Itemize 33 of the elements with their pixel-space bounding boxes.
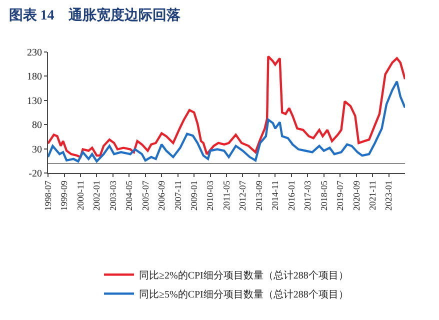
y-tick-label: 230 (27, 48, 42, 58)
x-tick-label: 2006-09 (156, 180, 167, 211)
x-tick-label: 2014-11 (270, 180, 280, 210)
chart-title: 图表 14 通胀宽度边际回落 (8, 6, 182, 24)
line-series (48, 80, 405, 162)
x-tick-label: 2016-01 (286, 180, 296, 211)
x-tick-label: 2010-03 (205, 180, 216, 211)
x-tick-label: 2007-11 (172, 180, 183, 210)
x-tick-label: 2005-07 (140, 180, 150, 211)
y-tick-label: 80 (32, 120, 42, 132)
x-tick-label: 2023-01 (384, 180, 394, 211)
x-tick-label: 1999-09 (59, 180, 70, 211)
line-series (48, 55, 405, 158)
x-tick-label: 2017-03 (302, 180, 313, 211)
x-tick-label: 2013-09 (254, 180, 264, 211)
x-tick-label: 2009-01 (189, 180, 200, 211)
x-tick-label: 2021-11 (368, 180, 378, 210)
y-tick-label: 30 (32, 144, 42, 156)
y-tick-label: -20 (28, 168, 42, 180)
x-tick-label: 2020-09 (351, 180, 362, 211)
legend-label: 同比≥5%的CPI细分项目数量（总计288个项目） (139, 288, 348, 301)
x-tick-label: 1998-07 (42, 180, 53, 211)
x-tick-label: 2000-11 (75, 180, 86, 210)
x-tick-label: 2018-05 (318, 180, 329, 211)
x-tick-label: 2012-07 (238, 180, 248, 211)
x-tick-label: 2002-01 (92, 180, 102, 211)
x-tick-label: 2003-03 (108, 180, 118, 211)
legend-label: 同比≥2%的CPI细分项目数量（总计288个项目） (139, 270, 348, 282)
y-tick-label: 180 (27, 72, 42, 83)
x-tick-label: 2004-05 (124, 180, 134, 211)
x-tick-label: 2019-07 (334, 180, 345, 211)
x-tick-label: 2011-05 (221, 180, 232, 210)
y-tick-label: 130 (27, 96, 42, 107)
